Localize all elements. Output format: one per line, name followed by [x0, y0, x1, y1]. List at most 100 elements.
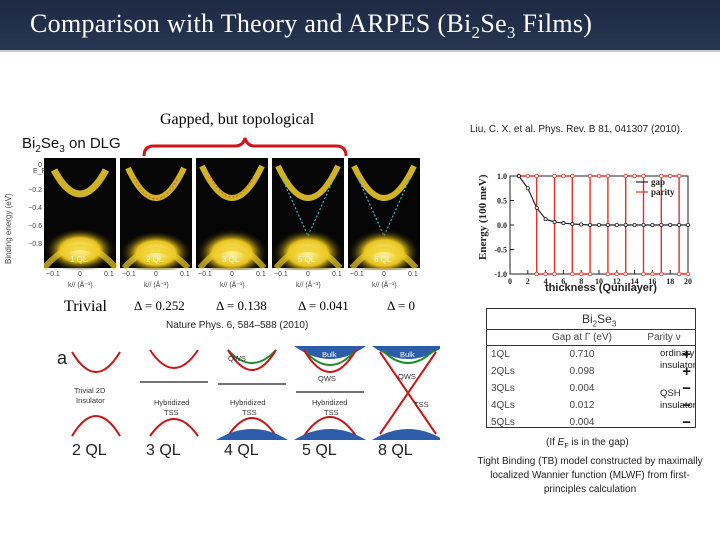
arpes-ql-labels: 1 QL 2 QL 3 QL 5 QL 6 QL: [70, 255, 392, 264]
y-tick-label: -1.0: [494, 270, 507, 279]
y-tick-label: -0.5: [494, 246, 507, 255]
gap-table-body: Gap at Γ (eV) Parity ν 1QL 0.710 + 2QLs 0.0…: [487, 330, 695, 431]
legend-parity-label: parity: [651, 187, 675, 197]
parity-point: [578, 271, 584, 277]
gap-point: [641, 223, 646, 228]
gap-point: [685, 223, 690, 228]
gap-point: [552, 220, 557, 225]
tb-model-note: Tight Binding (TB) model constructed by …: [477, 456, 703, 495]
gap-table-title: Bi2Se3: [487, 309, 695, 330]
gap-point: [632, 223, 637, 228]
chart-xlabel: thickness (Qunilayer): [545, 282, 657, 294]
arpes-panel-2ql: [120, 158, 192, 270]
arpes-panel-1ql: [44, 158, 119, 270]
x-tick-label: 6: [561, 277, 565, 286]
gap-point: [516, 174, 521, 179]
liu-reference: Liu, C. X. et al. Phys. Rev. B 81, 04130…: [470, 124, 683, 135]
slide-title: Comparison with Theory and ARPES (Bi2Se3…: [30, 9, 593, 43]
gap-parity-chart: 1.0 0.5 0.0 -0.5 -1.00 2 4 6 8 10 12 14 16 18 20 gappa…: [494, 172, 692, 286]
gap-point: [668, 223, 673, 228]
gap-point: [570, 222, 575, 227]
bi2se3-on-dlg-label: Bi2Se3 on DLG: [22, 135, 121, 155]
nature-reference: Nature Phys. 6, 584–588 (2010): [166, 320, 309, 331]
title-bar: Comparison with Theory and ARPES (Bi2Se3…: [0, 0, 720, 52]
delta-values: Δ = 0.252 Δ = 0.138 Δ = 0.041 Δ = 0: [134, 298, 415, 313]
parity-point: [659, 271, 664, 277]
gap-point: [525, 186, 530, 191]
schematic-diagrams: [71, 346, 440, 440]
gap-point: [614, 223, 619, 228]
x-tick-label: 14: [631, 277, 639, 286]
red-brace: [142, 137, 348, 157]
schematic-4ql: [216, 349, 288, 440]
parity-point: [605, 271, 611, 277]
x-tick-label: 20: [684, 277, 692, 286]
gap-point: [561, 221, 566, 226]
gap-point: [534, 205, 539, 210]
arpes-yticks: 0 −0.2 −0.4 −0.6 −0.8: [28, 162, 42, 248]
trivial-label: Trivial: [64, 298, 107, 315]
parity-point: [525, 173, 530, 179]
schematic-3ql: [140, 349, 208, 437]
schematic-5ql: [294, 346, 366, 440]
parity-point: [676, 173, 682, 179]
x-tick-label: 4: [544, 277, 548, 286]
gap-point: [623, 223, 628, 228]
parity-point: [614, 271, 619, 277]
parity-point: [552, 173, 557, 179]
gap-point: [597, 223, 602, 228]
arpes-panel-3ql: [196, 158, 268, 270]
parity-point: [641, 173, 646, 179]
parity-point: [623, 173, 628, 179]
x-tick-label: 0: [508, 277, 512, 286]
parity-point: [534, 271, 539, 277]
table-row: 3QLs 0.004−: [491, 379, 691, 397]
parity-point: [676, 271, 682, 277]
gapped-label: Gapped, but topological: [160, 111, 315, 128]
arpes-xlabels: k// (Å⁻¹) k// (Å⁻¹) k// (Å⁻¹) k// (Å⁻¹) …: [68, 282, 397, 289]
x-tick-label: 16: [648, 277, 656, 286]
x-tick-label: 12: [613, 277, 621, 286]
schematic-2ql: [71, 351, 121, 437]
parity-point: [596, 173, 602, 179]
parity-point: [534, 173, 539, 179]
gap-table: Bi2Se3 Gap at Γ (eV) Parity ν 1QL 0.710 + …: [486, 308, 696, 431]
gap-point: [588, 223, 593, 228]
table-row: 5QLs 0.004−: [491, 413, 691, 431]
schematic-ql-labels: 2 QL 3 QL 4 QL 5 QL 8 QL: [72, 442, 413, 459]
x-tick-label: 18: [666, 277, 674, 286]
parity-point: [552, 271, 557, 277]
gap-point: [605, 223, 610, 228]
y-tick-label: 1.0: [497, 172, 507, 181]
y-tick-label: 0.5: [497, 197, 507, 206]
table-row: 4QLs 0.012−: [491, 396, 691, 414]
chart-ylabel: Energy (100 meV): [477, 174, 489, 260]
parity-point: [587, 271, 593, 277]
table-row: 1QL 0.710 +: [491, 345, 691, 363]
parity-point: [667, 173, 673, 179]
schematic-8ql: [372, 346, 440, 440]
x-tick-label: 10: [595, 277, 603, 286]
legend-gap-label: gap: [651, 177, 665, 187]
parity-point: [605, 173, 611, 179]
schematic-letter: a: [57, 348, 68, 368]
parity-point: [561, 173, 566, 179]
schematic-labels: Trivial 2D Insulator Hybridized TSS QWS …: [74, 350, 429, 417]
x-tick-label: 8: [579, 277, 583, 286]
gap-point: [650, 223, 655, 228]
gap-point: [579, 222, 584, 227]
if-ef-note: (If EF is in the gap): [546, 437, 629, 450]
ordinary-insulator-label: ordinary insulator: [660, 348, 696, 371]
parity-point: [632, 173, 637, 179]
parity-point: [685, 271, 691, 277]
parity-point: [587, 173, 593, 179]
y-tick-label: 0.0: [497, 221, 507, 230]
arpes-panel-6ql: [348, 158, 420, 270]
gap-point: [543, 217, 548, 222]
ef-label: E_F: [33, 168, 46, 175]
gap-point: [677, 223, 682, 228]
arpes-panel-5ql: [272, 158, 344, 270]
parity-point: [659, 173, 664, 179]
qsh-insulator-label: QSH insulator: [660, 388, 696, 411]
parity-point: [570, 173, 575, 179]
